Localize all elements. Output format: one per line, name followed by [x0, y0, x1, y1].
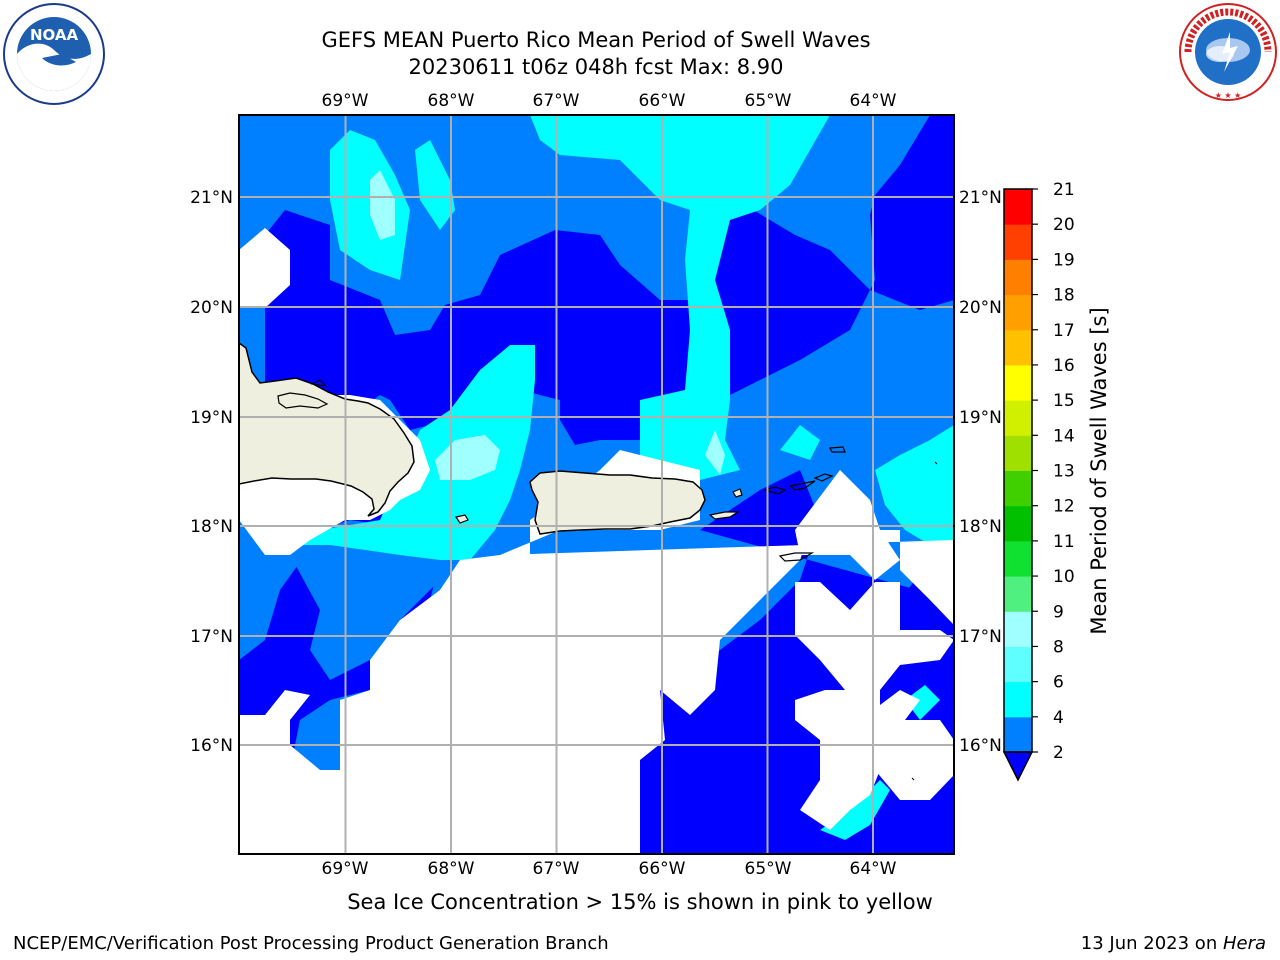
colorbar-tick-label: 21 — [1053, 180, 1075, 200]
colorbar-segment — [1004, 259, 1032, 296]
vieques-island — [708, 511, 741, 520]
svg-text:★ ★ ★: ★ ★ ★ — [1215, 91, 1242, 100]
colorbar-tick-label: 9 — [1053, 602, 1064, 622]
lon-tick-bottom: 65°W — [745, 859, 792, 879]
small-islet — [310, 379, 938, 781]
credit-date: 13 Jun 2023 on Hera — [1081, 933, 1266, 954]
colorbar-segment — [1004, 400, 1032, 436]
colorbar-segment — [1004, 505, 1032, 542]
sea-ice-note: Sea Ice Concentration > 15% is shown in … — [347, 890, 933, 914]
hispaniola-land — [239, 342, 415, 517]
lon-tick-bottom: 68°W — [428, 859, 475, 879]
lat-tick-left: 19°N — [190, 408, 233, 428]
lat-tick-right: 17°N — [959, 627, 1002, 647]
colorbar-tick-label: 19 — [1053, 250, 1075, 270]
colorbar-segment — [1004, 540, 1032, 577]
map-frame — [238, 114, 955, 855]
lat-tick-left: 20°N — [190, 298, 233, 318]
nws-logo: ★ ★ ★ — [1179, 3, 1277, 101]
lat-tick-right: 19°N — [959, 408, 1002, 428]
colorbar-segment — [1004, 611, 1032, 647]
colorbar-segment — [1004, 294, 1032, 331]
no-data-region — [370, 773, 475, 830]
lat-tick-left: 21°N — [190, 188, 233, 208]
swell-level-6-8-region — [875, 425, 954, 545]
lon-tick-top: 68°W — [428, 91, 475, 111]
gridlines — [239, 115, 954, 854]
colorbar-segment — [1004, 189, 1032, 225]
credit-branch: NCEP/EMC/Verification Post Processing Pr… — [13, 933, 609, 954]
lon-tick-top: 69°W — [322, 91, 369, 111]
culebra-island — [732, 488, 743, 498]
lat-tick-left: 16°N — [190, 736, 233, 756]
swell-level-6-8-region — [905, 685, 940, 720]
colorbar-tick-label: 15 — [1053, 391, 1075, 411]
colorbar-label: Mean Period of Swell Waves [s] — [1087, 307, 1111, 634]
colorbar-tick-label: 4 — [1053, 708, 1064, 728]
lat-tick-right: 18°N — [959, 517, 1002, 537]
lon-tick-bottom: 67°W — [533, 859, 580, 879]
colorbar-segment — [1004, 435, 1032, 471]
no-data-region — [795, 582, 954, 830]
chart-title: GEFS MEAN Puerto Rico Mean Period of Swe… — [321, 28, 871, 52]
lon-tick-bottom: 69°W — [322, 859, 369, 879]
credit-date-text: 13 Jun 2023 on — [1080, 933, 1223, 954]
virgin-islands — [762, 446, 846, 562]
tortuga-island — [277, 392, 329, 409]
colorbar-extend-arrow — [1002, 751, 1034, 782]
lat-tick-left: 18°N — [190, 517, 233, 537]
colorbar-tick-label: 14 — [1053, 426, 1075, 446]
lon-tick-top: 66°W — [639, 91, 686, 111]
colorbar-segment — [1004, 364, 1032, 401]
credit-machine: Hera — [1222, 933, 1266, 954]
noaa-logo: NOAA — [3, 3, 105, 105]
colorbar: 2 4 6 8 9 10 11 12 13 14 15 16 17 18 19 20 21 — [1002, 180, 1075, 782]
colorbar-tick-label: 8 — [1053, 637, 1064, 657]
lat-tick-right: 16°N — [959, 736, 1002, 756]
colorbar-segment — [1004, 329, 1032, 366]
lon-tick-top: 67°W — [533, 91, 580, 111]
lon-tick-top: 65°W — [745, 91, 792, 111]
colorbar-tick-label: 11 — [1053, 532, 1075, 552]
colorbar-segment — [1004, 646, 1032, 683]
swell-level-8-9-region — [370, 170, 395, 240]
swell-level-6-8-region — [415, 140, 455, 230]
lat-tick-right: 21°N — [959, 188, 1002, 208]
svg-text:NOAA: NOAA — [30, 26, 79, 44]
colorbar-tick-label: 17 — [1053, 321, 1075, 341]
colorbar-segment — [1004, 576, 1032, 612]
colorbar-segment — [1004, 470, 1032, 507]
no-data-region — [875, 745, 954, 800]
lat-tick-right: 20°N — [959, 298, 1002, 318]
colorbar-tick-label: 18 — [1053, 286, 1075, 306]
lat-tick-left: 17°N — [190, 627, 233, 647]
lon-tick-top: 64°W — [850, 91, 897, 111]
chart-subtitle: 20230611 t06z 048h fcst Max: 8.90 — [408, 55, 784, 79]
no-data-region — [239, 228, 290, 308]
colorbar-tick-label: 20 — [1053, 215, 1075, 235]
lon-tick-bottom: 64°W — [850, 859, 897, 879]
lon-tick-bottom: 66°W — [639, 859, 686, 879]
colorbar-tick-label: 2 — [1053, 743, 1064, 763]
colorbar-tick-label: 13 — [1053, 462, 1075, 482]
colorbar-tick-label: 16 — [1053, 356, 1075, 376]
colorbar-tick-label: 6 — [1053, 673, 1064, 693]
colorbar-tick-label: 12 — [1053, 497, 1075, 517]
no-data-region — [239, 450, 954, 854]
swell-level-6-8-region — [530, 115, 830, 480]
swell-level-6-8-region — [780, 425, 820, 460]
colorbar-tick-label: 10 — [1053, 567, 1075, 587]
map-plot-area — [239, 115, 954, 854]
swell-level-8-9-region — [705, 430, 725, 475]
mona-island — [455, 514, 469, 524]
colorbar-segment — [1004, 681, 1032, 718]
colorbar-segment — [1004, 716, 1032, 753]
swell-level-2-4-region — [265, 115, 954, 445]
colorbar-segment — [1004, 224, 1032, 260]
